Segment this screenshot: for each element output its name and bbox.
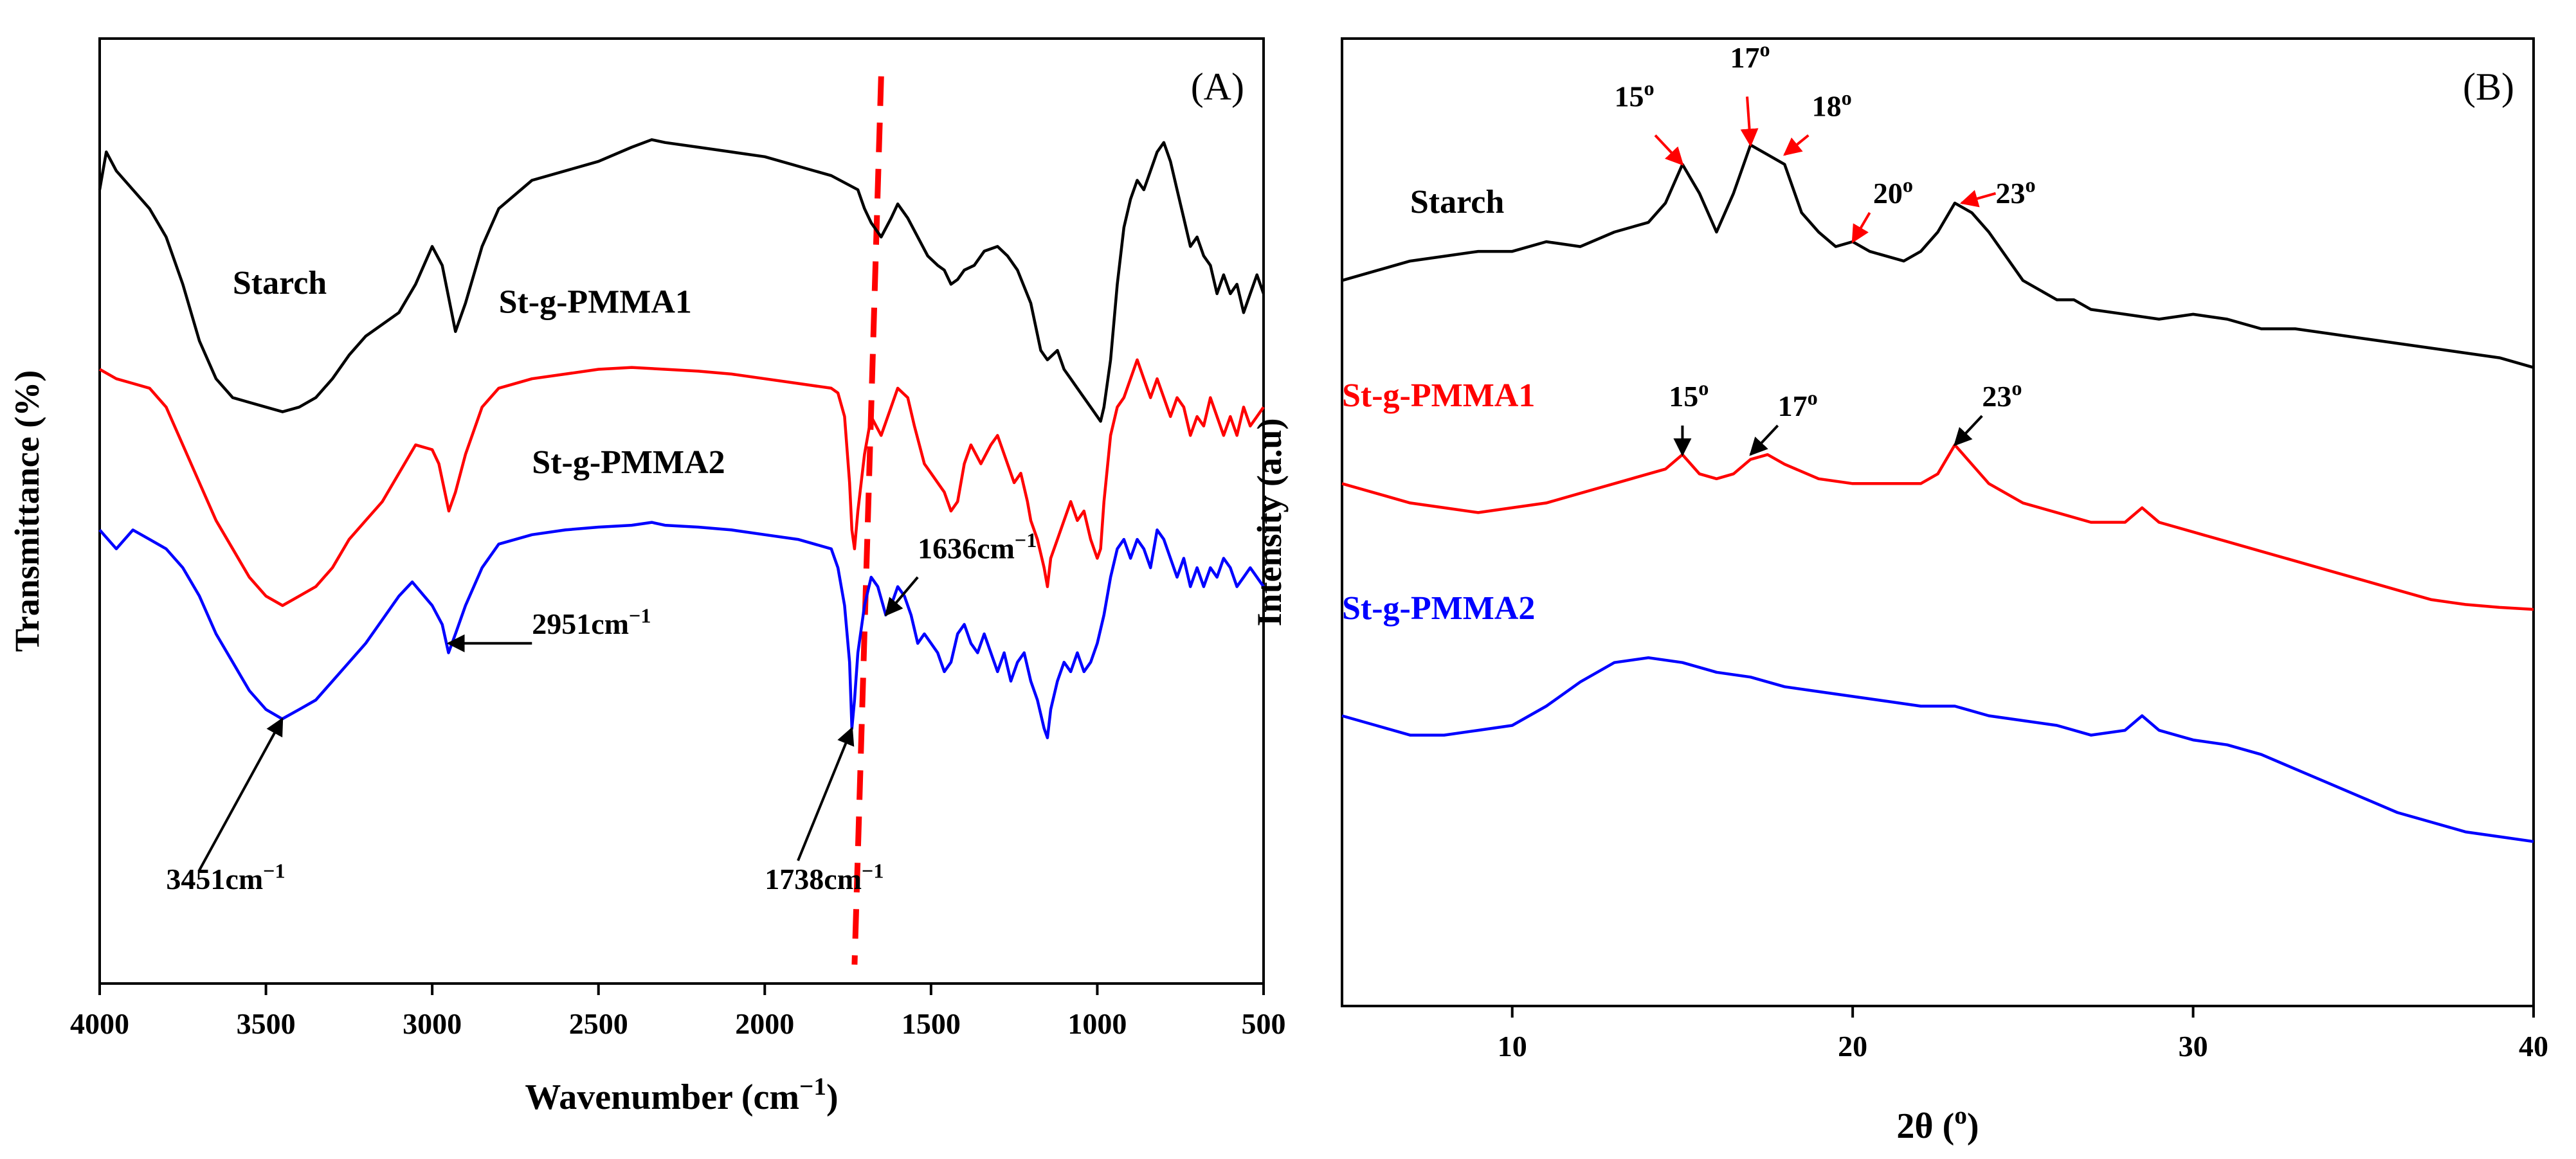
panela-annotation-arrow — [884, 576, 919, 616]
panela-x-tick-label: 3500 — [237, 1007, 296, 1040]
panela-y-axis-label: Transmittance (%) — [8, 370, 46, 652]
panelb-annotation-label-sup: o — [1808, 386, 1818, 409]
panelb-annotation-label-base: 18 — [1812, 89, 1842, 122]
panelb-panel-label: (B) — [2463, 66, 2514, 108]
panela-x-tick-label: 2500 — [569, 1007, 628, 1040]
panelb-series-label: Starch — [1410, 184, 1504, 220]
panela-series-line-starch — [98, 138, 1265, 423]
panelb-annotation-label-sup: o — [1842, 86, 1852, 109]
panelb-annotation-label-base: 23 — [1982, 380, 2011, 413]
panelb-annotation-label: 15o — [1669, 376, 1709, 412]
panelb-x-tick-label: 20 — [1838, 1030, 1867, 1063]
panelb-x-tick-label: 40 — [2519, 1030, 2548, 1063]
panela-annotation-arrow — [198, 717, 284, 871]
panela-series-label: St-g-PMMA1 — [499, 283, 692, 320]
panelb-annotation-label-base: 15 — [1669, 380, 1698, 413]
panelb-annotation-label-sup: o — [1760, 38, 1770, 61]
panelb-annotation-label-sup: o — [2026, 173, 2036, 196]
panela-annotation-label: 1738cm−1 — [765, 859, 884, 895]
panelb-annotation-label: 20o — [1873, 173, 1913, 209]
panela-x-axis-label-xlabel_text: Wavenumber (cm — [525, 1077, 799, 1117]
panelb-series-label: St-g-PMMA2 — [1342, 590, 1535, 627]
panela-plot-frame — [98, 37, 1265, 985]
panelb-annotation-label: 17o — [1730, 38, 1770, 74]
panelb-x-tick-label: 30 — [2179, 1030, 2208, 1063]
panelb-x-axis-label-xlabel_sup: o — [1954, 1102, 1967, 1129]
panelb-annotation-arrow — [1954, 415, 1983, 447]
panela-annotation-label: 2951cm−1 — [532, 604, 651, 640]
panelb-annotation-label-sup: o — [1698, 376, 1709, 399]
panelb-annotation-arrow — [1749, 424, 1779, 456]
panelb-annotation-label-base: 23 — [1996, 177, 2026, 210]
panelb-x-axis-label-xlabel_text: 2θ ( — [1896, 1106, 1954, 1146]
panela-series-line-st-g-pmma2 — [98, 521, 1265, 740]
panelb-annotation-arrow — [1654, 134, 1684, 166]
panela-annotation-label-base: 1738cm — [765, 863, 862, 895]
panela-chart: 4000 3500 3000 2500 2000 1500 1000 500 (A) Wavenu… — [8, 37, 1286, 1117]
panelb-annotation-label: 17o — [1778, 386, 1818, 422]
panela-annotation-label-sup: −1 — [862, 859, 884, 883]
panelb-plot-frame — [1341, 37, 2535, 1007]
panela-x-axis-label-xlabel_close: ) — [826, 1077, 839, 1117]
panelb-series-label: St-g-PMMA1 — [1342, 377, 1535, 414]
panela-x-tick-label: 2000 — [735, 1007, 794, 1040]
panelb-annotation-label-base: 15 — [1615, 80, 1644, 112]
panelb-annotation-label: 23o — [1982, 376, 2022, 412]
panelb-annotation-arrow — [1959, 190, 1997, 208]
panelb-annotation-arrow — [1783, 134, 1810, 156]
panela-annotation-label-sup: −1 — [1015, 528, 1037, 552]
panelb-series-line-starch — [1341, 143, 2534, 369]
panelb-annotation-label: 18o — [1812, 86, 1852, 122]
panela-x-tick-label: 1500 — [902, 1007, 961, 1040]
panela-annotation-label-base: 1636cm — [918, 532, 1015, 565]
panela-x-axis-label: Wavenumber (cm−1) — [525, 1073, 838, 1117]
panelb-annotation-label-base: 17 — [1730, 41, 1760, 74]
panelb-annotation-arrow — [1740, 96, 1759, 147]
panelb-x-axis-label: 2θ (o) — [1896, 1102, 1979, 1146]
panela-annotation-label-base: 3451cm — [166, 863, 263, 895]
panelb-x-tick-label: 10 — [1498, 1030, 1527, 1063]
panela-x-axis-label-xlabel_sup: −1 — [799, 1073, 826, 1101]
panelb-series-line-st-g-pmma2 — [1341, 656, 2534, 843]
panela-annotation-arrow — [797, 726, 855, 861]
panela-x-tick-label: 1000 — [1067, 1007, 1127, 1040]
panelb-series-line-st-g-pmma1 — [1341, 443, 2534, 611]
panelb-annotation-label-base: 20 — [1873, 177, 1903, 210]
panela-annotation-label: 3451cm−1 — [166, 859, 285, 895]
panela-series-label: St-g-PMMA2 — [532, 444, 725, 481]
panela-series-line-st-g-pmma1 — [98, 358, 1265, 607]
panela-annotation-label-sup: −1 — [629, 604, 651, 627]
panela-series-label: Starch — [233, 265, 327, 301]
panela-x-tick-label: 4000 — [70, 1007, 129, 1040]
panela-annotation-label: 1636cm−1 — [918, 528, 1037, 564]
panelb-annotation-label-sup: o — [2011, 376, 2022, 399]
panelb-annotation-label: 23o — [1996, 173, 2036, 209]
panelb-x-axis-label-xlabel_close: ) — [1967, 1106, 1979, 1146]
panela-x-tick-label: 500 — [1242, 1007, 1286, 1040]
panelb-annotation-arrow — [1851, 211, 1871, 244]
panela-x-tick-label: 3000 — [403, 1007, 462, 1040]
panela-annotation-label-base: 2951cm — [532, 607, 629, 640]
panelb-annotation-label-sup: o — [1903, 173, 1913, 196]
panela-panel-label: (A) — [1191, 66, 1244, 108]
panelb-annotation-label-sup: o — [1644, 76, 1655, 100]
panelb-annotation-label: 15o — [1615, 76, 1655, 112]
panelb-y-axis-label: Intensity (a.u) — [1250, 418, 1289, 626]
panelb-annotation-label-base: 17 — [1778, 390, 1808, 422]
panela-reference-dashed-line — [851, 76, 884, 965]
panela-annotation-label-sup: −1 — [263, 859, 285, 883]
panelb-chart: 10 20 30 40(B)2θ (o)Intensity (a.u)StarchSt… — [1250, 37, 2548, 1146]
